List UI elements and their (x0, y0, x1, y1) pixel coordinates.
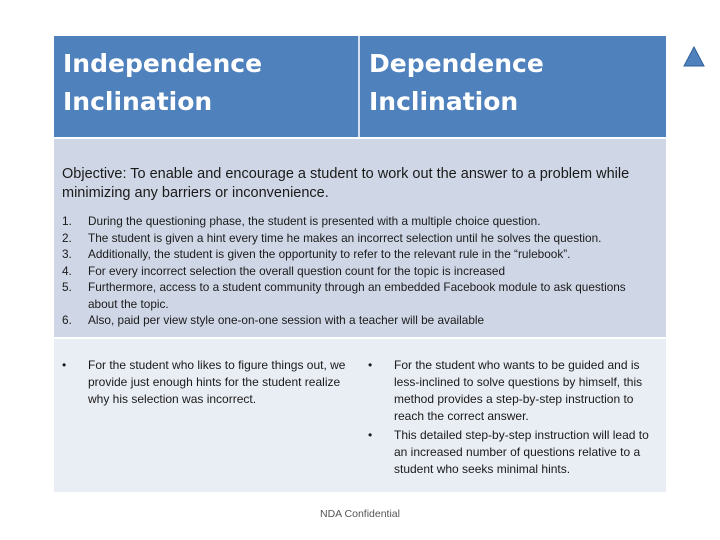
bullet-icon: • (368, 358, 373, 372)
list-item: 5. Furthermore, access to a student commu… (62, 279, 658, 312)
comparison-section: • For the student who likes to figure thi… (54, 337, 666, 492)
bullet-text: For the student who wants to be guided a… (394, 358, 643, 423)
step-text: Additionally, the student is given the o… (88, 247, 571, 261)
footer-confidential: NDA Confidential (320, 508, 400, 520)
header-divider (358, 36, 360, 137)
header-independence-line1: Independence (63, 49, 263, 78)
triangle-up-icon[interactable] (682, 45, 706, 69)
step-number: 4. (62, 263, 72, 278)
step-text: For every incorrect selection the overal… (88, 263, 506, 278)
header-independence: Independence Inclination (54, 36, 358, 137)
list-item: 4. For every incorrect selection the over… (62, 263, 658, 280)
header-dependence-line2: Inclination (369, 87, 519, 116)
step-number: 5. (62, 280, 72, 294)
list-item: • For the student who wants to be guided … (368, 357, 662, 425)
step-number: 6. (62, 313, 72, 327)
independence-bullets: • For the student who likes to figure thi… (62, 357, 352, 408)
objective-section: Objective: To enable and encourage a stu… (54, 137, 666, 337)
bullet-text: This detailed step-by-step instruction w… (394, 428, 649, 476)
bullet-icon: • (62, 358, 67, 372)
bullet-icon: • (368, 428, 373, 442)
steps-list: 1. During the questioning phase, the stud… (62, 213, 658, 329)
bullet-text: For the student who likes to figure thin… (88, 358, 346, 406)
step-text: Also, paid per view style one-on-one ses… (88, 313, 485, 327)
list-item: • This detailed step-by-step instruction … (368, 427, 662, 478)
header-dependence: Dependence Inclination (360, 36, 666, 137)
step-text: During the questioning phase, the studen… (88, 214, 541, 228)
list-item: 1. During the questioning phase, the stud… (62, 213, 658, 230)
objective-text: Objective: To enable and encourage a stu… (62, 166, 630, 201)
dependence-bullets: • For the student who wants to be guided … (368, 357, 662, 478)
step-number: 1. (62, 214, 72, 228)
triangle-up-icon-shape (683, 45, 705, 67)
dependence-column: • For the student who wants to be guided … (368, 357, 662, 480)
list-item: 3. Additionally, the student is given the… (62, 246, 658, 263)
list-item: 6. Also, paid per view style one-on-one s… (62, 312, 658, 329)
step-text: Furthermore, access to a student communi… (88, 280, 626, 311)
step-number: 2. (62, 230, 72, 245)
header-dependence-line1: Dependence (369, 49, 544, 78)
step-text: The student is given a hint every time h… (88, 230, 602, 245)
header-independence-line2: Inclination (63, 87, 213, 116)
independence-column: • For the student who likes to figure thi… (62, 357, 352, 410)
list-item: • For the student who likes to figure thi… (62, 357, 352, 408)
list-item: 2. The student is given a hint every time… (62, 230, 658, 247)
comparison-table: Independence Inclination Dependence Incl… (54, 36, 666, 492)
step-number: 3. (62, 247, 72, 261)
